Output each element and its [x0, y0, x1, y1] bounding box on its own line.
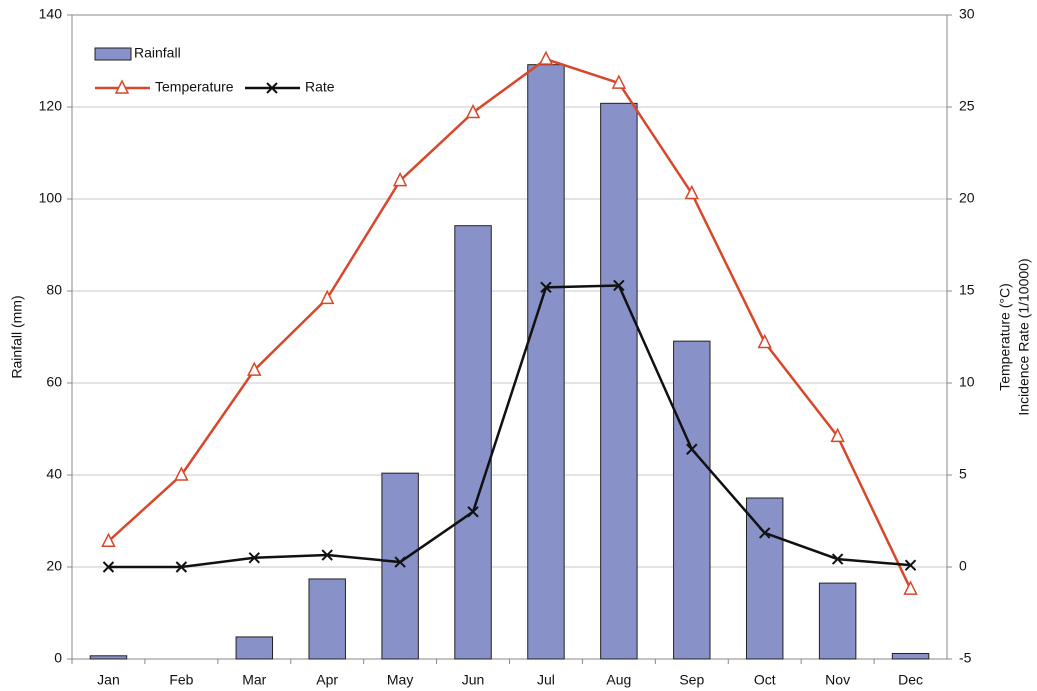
y-tick-label: 0 [54, 650, 62, 666]
bar [308, 578, 346, 660]
bar [527, 64, 565, 660]
marker [830, 427, 845, 443]
marker [465, 103, 481, 119]
marker [757, 333, 772, 349]
marker [540, 281, 552, 294]
y2-tick-label: -5 [959, 650, 972, 666]
y2-tick-label: 30 [959, 6, 975, 22]
marker [101, 532, 116, 547]
x-tick-label: Nov [825, 672, 850, 688]
marker [319, 289, 335, 305]
marker [686, 443, 698, 455]
marker [467, 506, 479, 518]
y2-tick-label: 15 [959, 282, 975, 298]
bar [745, 497, 784, 660]
legend-marker [114, 79, 130, 94]
y-tick-label: 40 [46, 466, 62, 482]
y-tick-label: 140 [39, 6, 63, 22]
x-tick-label: Apr [316, 672, 338, 688]
legend-label: Rainfall [134, 45, 181, 61]
bar [600, 102, 638, 660]
marker [903, 580, 918, 595]
y-tick-label: 20 [46, 558, 62, 574]
y2-tick-label: 5 [959, 466, 967, 482]
marker [321, 549, 333, 561]
y2-tick-label: 25 [959, 98, 975, 114]
bar [235, 636, 274, 660]
bar [891, 652, 930, 660]
marker [248, 552, 260, 564]
bar [381, 472, 419, 660]
bar [673, 340, 711, 660]
bar [454, 225, 492, 660]
x-tick-label: Jul [537, 672, 555, 688]
x-tick-label: Oct [754, 672, 776, 688]
y2-tick-label: 0 [959, 558, 967, 574]
legend-label: Rate [305, 79, 335, 95]
y-tick-label: 60 [46, 374, 62, 390]
x-tick-label: Aug [606, 672, 631, 688]
x-tick-label: Mar [242, 672, 266, 688]
marker [613, 279, 625, 292]
marker [175, 561, 188, 573]
y-tick-label: 100 [39, 190, 63, 206]
y2-axis-label: Incidence Rate (1/10000) [1016, 258, 1032, 415]
x-tick-label: Jun [462, 672, 485, 688]
marker [684, 184, 700, 200]
y-axis-label: Rainfall (mm) [9, 295, 25, 378]
marker [174, 466, 189, 481]
marker [759, 527, 771, 539]
legend-marker [266, 82, 278, 94]
marker [831, 553, 844, 565]
marker [247, 361, 262, 376]
x-tick-label: May [387, 672, 413, 688]
marker [394, 556, 406, 568]
line [107, 57, 912, 590]
legend-swatch [94, 47, 132, 61]
y2-axis-label: Temperature (°C) [997, 283, 1013, 391]
marker [904, 559, 917, 571]
y-tick-label: 80 [46, 282, 62, 298]
x-tick-label: Sep [679, 672, 704, 688]
plot-frame [71, 14, 948, 660]
y2-tick-label: 10 [959, 374, 975, 390]
x-tick-label: Dec [898, 672, 923, 688]
x-tick-label: Feb [169, 672, 193, 688]
y2-tick-label: 20 [959, 190, 975, 206]
bar [818, 582, 857, 660]
marker [392, 171, 408, 187]
line [108, 284, 911, 569]
marker [538, 50, 554, 65]
y-tick-label: 120 [39, 98, 63, 114]
marker [102, 561, 115, 573]
marker [611, 74, 627, 89]
legend-label: Temperature [155, 79, 234, 95]
x-tick-label: Jan [97, 672, 120, 688]
bar [89, 655, 128, 660]
